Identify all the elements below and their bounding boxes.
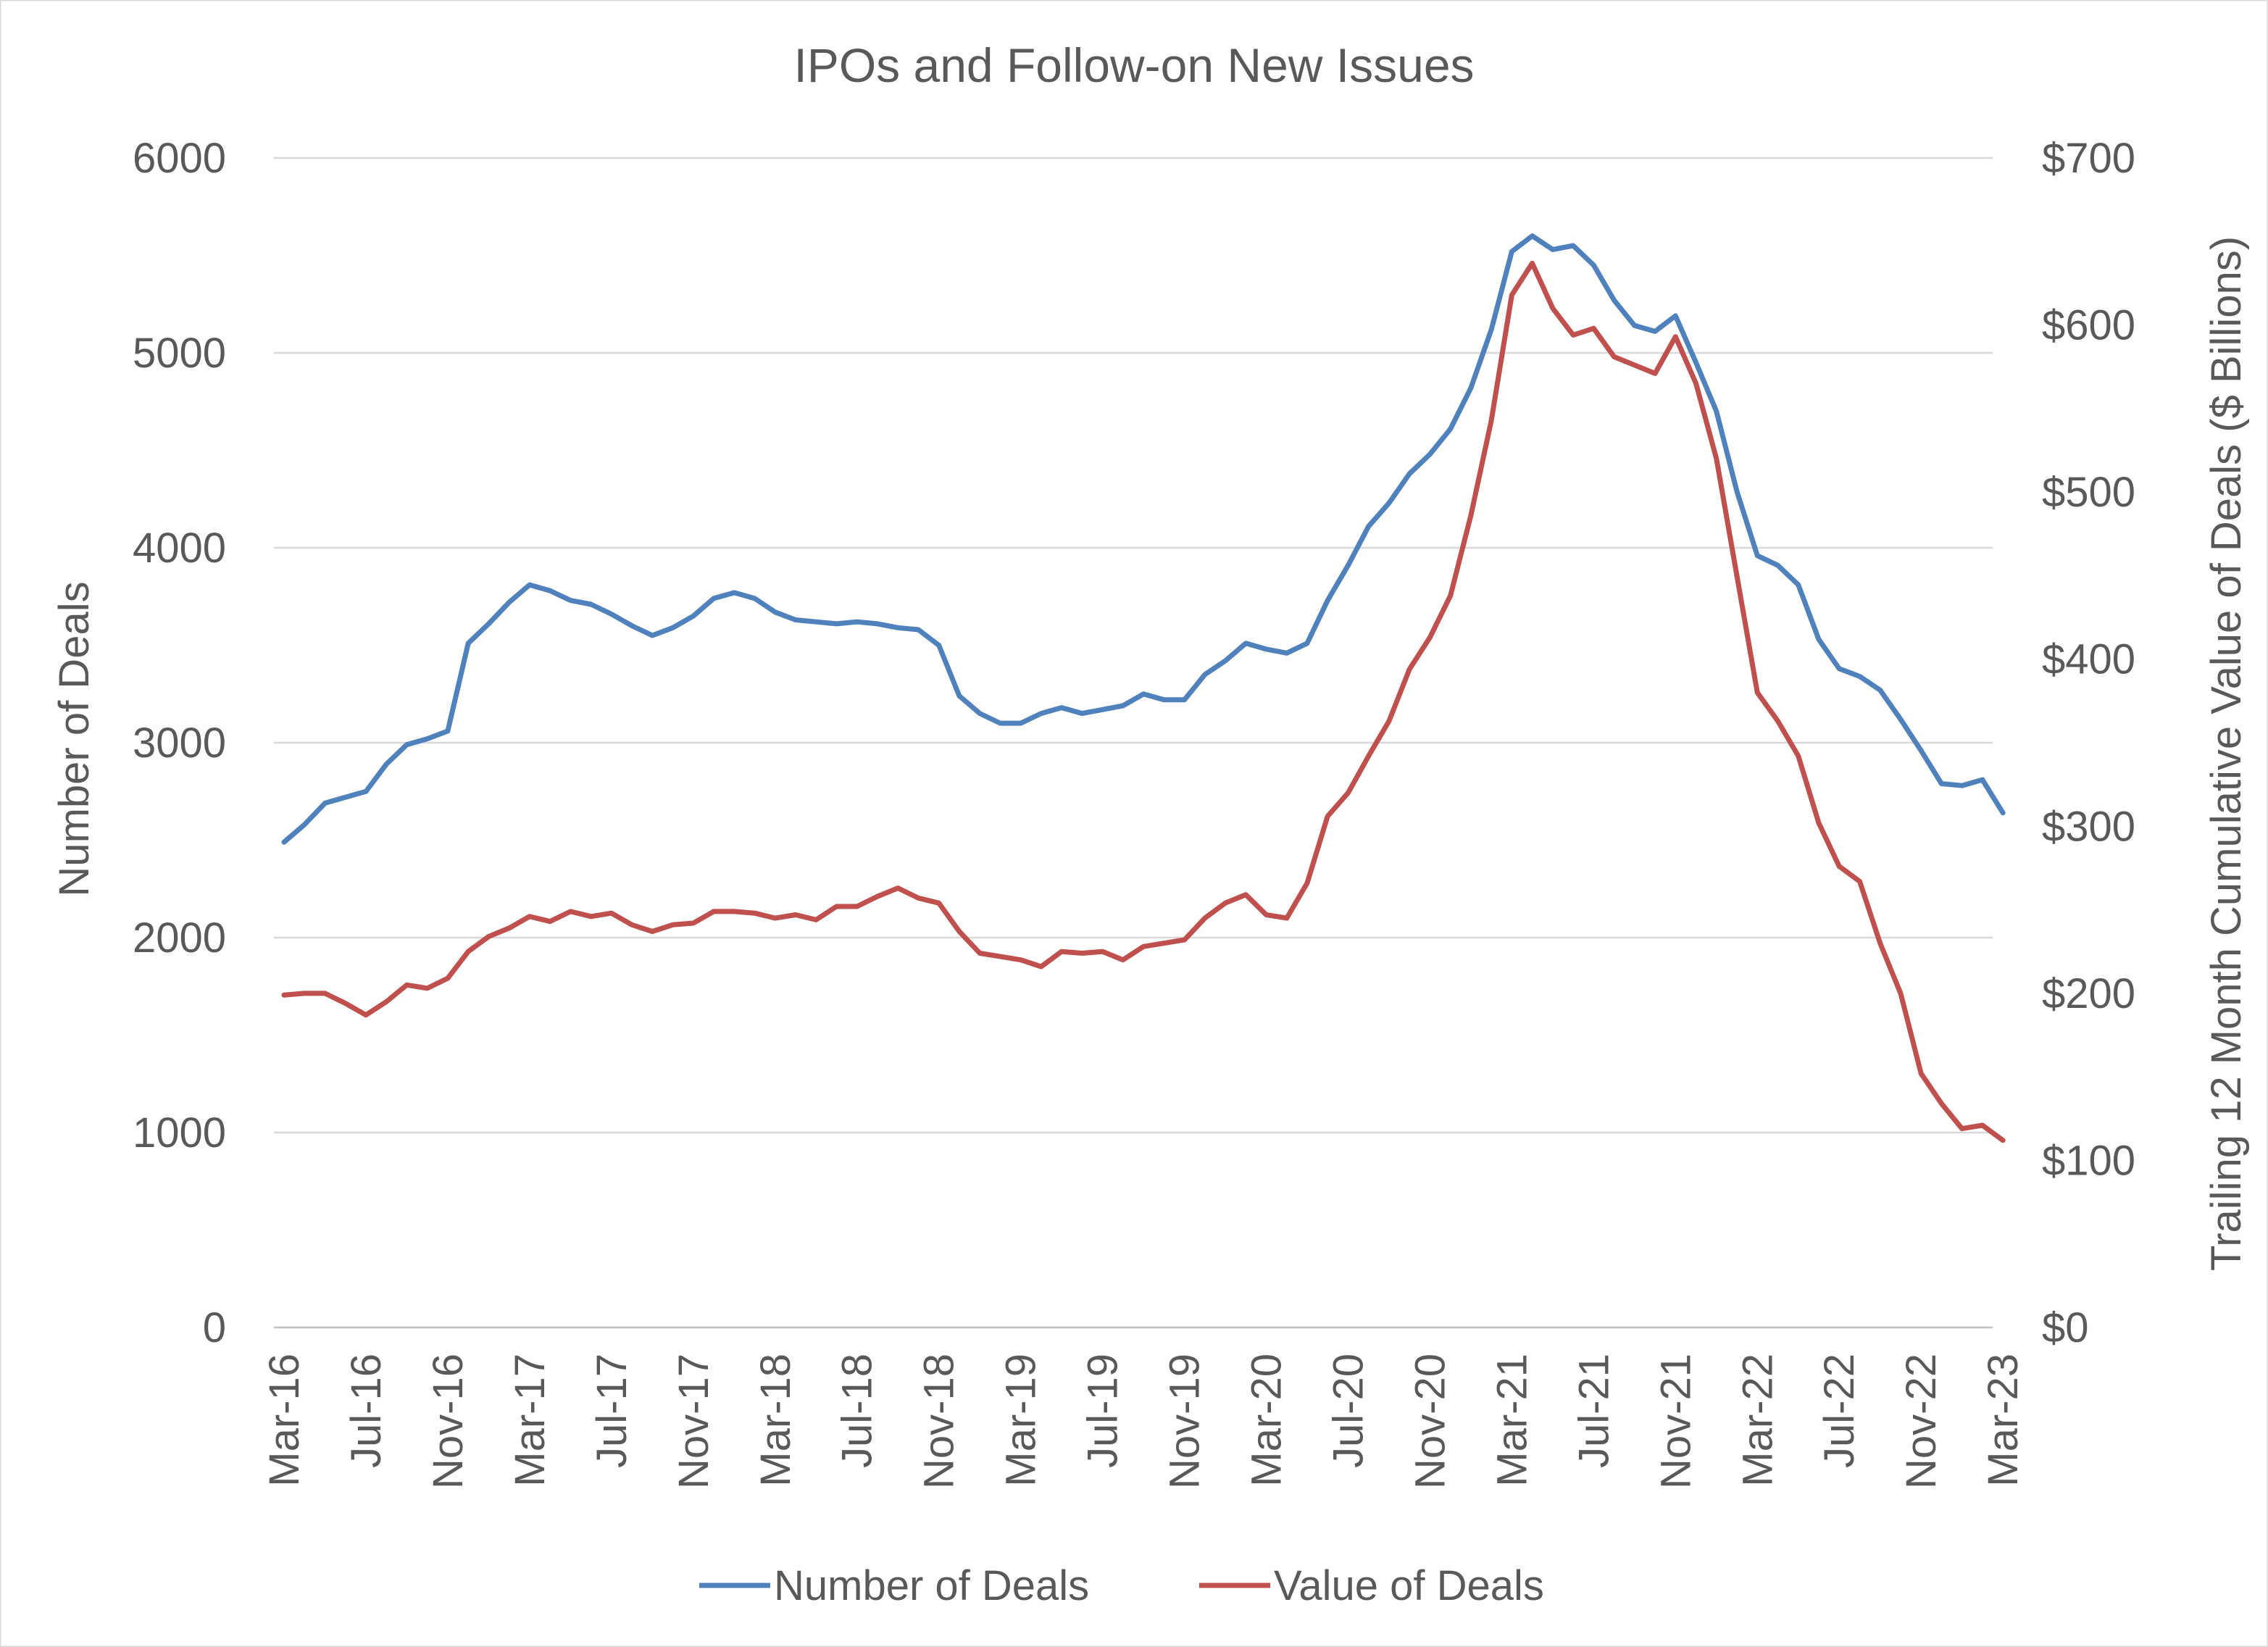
x-tick-label: Nov-16 (425, 1354, 472, 1489)
chart-title: IPOs and Follow-on New Issues (793, 38, 1474, 92)
right-tick-label: $300 (2042, 803, 2135, 850)
right-tick-label: $400 (2042, 636, 2135, 683)
right-tick-label: $500 (2042, 469, 2135, 516)
x-tick-label: Mar-20 (1243, 1354, 1291, 1487)
gridlines (274, 157, 1993, 1329)
x-tick-label: Nov-22 (1898, 1354, 1945, 1489)
x-tick-label: Jul-20 (1325, 1354, 1372, 1468)
left-tick-label: 3000 (133, 720, 226, 767)
x-tick-label: Mar-17 (506, 1354, 554, 1487)
x-tick-label: Mar-16 (261, 1354, 308, 1487)
x-tick-label: Mar-23 (1980, 1354, 2027, 1487)
x-tick-label: Jul-21 (1570, 1354, 1617, 1468)
legend-label-number-of-deals: Number of Deals (774, 1562, 1089, 1609)
right-tick-label: $600 (2042, 302, 2135, 349)
right-tick-label: $700 (2042, 135, 2135, 182)
x-tick-label: Jul-19 (1080, 1354, 1127, 1468)
x-tick-label: Nov-17 (670, 1354, 717, 1489)
series-line-value-of-deals (281, 260, 2006, 1143)
right-tick-label: $0 (2042, 1304, 2089, 1351)
x-tick-label: Jul-18 (834, 1354, 881, 1468)
x-tick-label: Jul-16 (343, 1354, 390, 1468)
x-tick-label: Mar-22 (1734, 1354, 1781, 1487)
right-tick-label: $200 (2042, 970, 2135, 1017)
legend-label-value-of-deals: Value of Deals (1274, 1562, 1544, 1609)
legend: Number of Deals Value of Deals (699, 1562, 1544, 1609)
series-line-number-of-deals (281, 233, 2006, 845)
x-tick-label: Mar-21 (1488, 1354, 1535, 1487)
x-tick-label: Mar-19 (998, 1354, 1045, 1487)
right-axis-ticks: $0 $100 $200 $300 $400 $500 $600 $700 (2042, 135, 2135, 1351)
x-tick-label: Nov-20 (1406, 1354, 1454, 1489)
left-tick-label: 1000 (133, 1109, 226, 1156)
left-tick-label: 0 (203, 1304, 226, 1351)
x-tick-label: Jul-22 (1816, 1354, 1863, 1468)
left-tick-label: 5000 (133, 330, 226, 377)
left-axis-ticks: 0 1000 2000 3000 4000 5000 6000 (133, 135, 226, 1351)
right-tick-label: $100 (2042, 1137, 2135, 1184)
x-tick-label: Nov-18 (916, 1354, 963, 1489)
x-axis-ticks: Mar-16 Jul-16 Nov-16 Mar-17 Jul-17 Nov-17 Mar-… (261, 1354, 2027, 1489)
left-tick-label: 6000 (133, 135, 226, 182)
left-axis-title: Number of Deals (51, 581, 98, 896)
series-lines (281, 233, 2006, 1143)
x-tick-label: Nov-19 (1162, 1354, 1209, 1489)
right-axis-title: Trailing 12 Month Cumulative Value of De… (2203, 236, 2250, 1271)
x-tick-label: Nov-21 (1652, 1354, 1699, 1489)
left-tick-label: 2000 (133, 914, 226, 962)
left-tick-label: 4000 (133, 525, 226, 572)
x-tick-label: Mar-18 (752, 1354, 799, 1487)
x-tick-label: Jul-17 (588, 1354, 635, 1468)
